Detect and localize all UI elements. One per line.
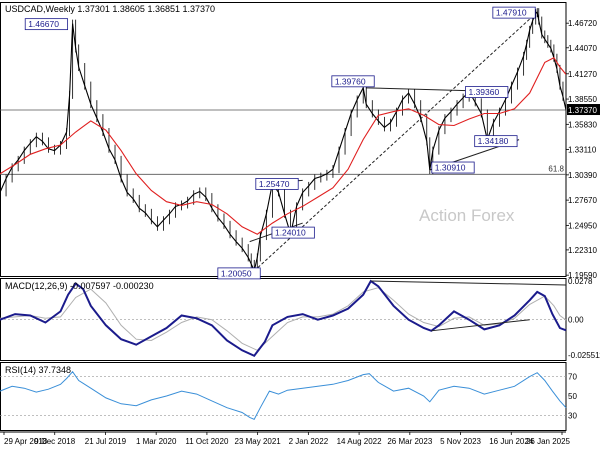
macd-signal-line (0, 287, 567, 351)
rsi-y-tick-label: 30 (568, 411, 577, 420)
swing-label-text: 1.39760 (335, 76, 366, 86)
swing-label-text: 1.24010 (275, 228, 306, 238)
x-tick-label: 16 Jun 2024 (489, 437, 534, 446)
macd-divergence-top-line (370, 280, 567, 286)
price-y-tick-label: 1.44070 (568, 44, 597, 53)
symbol-label: USDCAD,Weekly (5, 4, 75, 14)
rsi-y-tick-label: 50 (568, 392, 577, 401)
x-tick-label: 29 Apr 2018 (4, 437, 48, 446)
swing-label-box (255, 177, 299, 190)
x-tick-label: 21 Jul 2019 (85, 437, 127, 446)
x-tick-label: 26 Jan 2025 (526, 437, 571, 446)
long-term-dashed-trendline (253, 11, 538, 272)
x-tick-label: 11 Oct 2020 (185, 437, 229, 446)
price-y-tick-label: 1.30390 (568, 171, 597, 180)
x-tick-label: 14 Aug 2022 (337, 437, 382, 446)
swing-label-text: 1.46670 (28, 19, 59, 29)
ohlc-values: 1.37301 1.38605 1.36851 1.37370 (77, 4, 216, 14)
rsi-panel-title: RSI(14) 37.7348 (5, 365, 71, 375)
swing-label-box (271, 226, 315, 239)
price-y-tick-label: 1.38550 (568, 95, 597, 104)
swing-label-box (492, 6, 536, 19)
swing-label-text: 1.25470 (259, 179, 290, 189)
annotation-labels: 1.46670 1.47910 1.39760 1.39360 1.34180 1.309… (24, 6, 536, 280)
swing-label-box (431, 161, 475, 174)
last-price-tag-label: 1.37370 (568, 106, 597, 115)
rsi-frame (0, 362, 567, 431)
macd-panel (0, 279, 567, 358)
price-panel-title: USDCAD,Weekly 1.37301 1.38605 1.36851 1.… (5, 4, 215, 14)
price-y-tick-label: 1.27670 (568, 196, 597, 205)
price-y-tick-label: 1.24950 (568, 221, 597, 230)
macd-panel-title: MACD(12,26,9) -0.007597 -0.000230 (5, 281, 154, 291)
price-y-tick-label: 1.35830 (568, 120, 597, 129)
swing-label-box (474, 135, 518, 148)
macd-y-tick-label: 0.0278 (568, 277, 593, 286)
x-tick-label: 23 May 2021 (235, 437, 282, 446)
macd-divergence-bottom-line (431, 319, 530, 332)
rsi-y-tick-label: 70 (568, 373, 577, 382)
axis-labels: 1.46720 1.44070 1.41270 1.38550 1.35830 1.331… (3, 19, 600, 446)
fibonacci-level-label: 61.8 (548, 164, 564, 173)
swing-label-text: 1.34180 (478, 136, 509, 146)
price-frame (0, 2, 567, 277)
swing-label-text: 1.30910 (435, 163, 466, 173)
rsi-title: RSI(14) 37.7348 (5, 365, 72, 375)
rsi-line (0, 370, 567, 420)
watermark: Action Forex (419, 206, 515, 225)
macd-line (0, 279, 567, 358)
swing-label-box (217, 267, 261, 280)
swing-label-box (24, 18, 69, 31)
moving-average-line (0, 56, 567, 235)
x-tick-label: 2 Jan 2022 (289, 437, 329, 446)
macd-y-tick-label: 0.00 (568, 316, 584, 325)
swing-label-box (331, 75, 375, 88)
rsi-panel (0, 370, 567, 420)
price-y-tick-label: 1.41270 (568, 70, 597, 79)
macd-title: MACD(12,26,9) -0.007597 -0.000230 (5, 281, 154, 291)
swing-label-text: 1.47910 (496, 8, 527, 18)
price-y-tick-label: 1.46720 (568, 19, 597, 28)
x-tick-label: 5 Nov 2023 (440, 437, 481, 446)
x-tick-label: 9 Dec 2018 (34, 437, 75, 446)
swing-label-text: 1.20050 (221, 268, 252, 278)
price-y-tick-label: 1.22310 (568, 246, 597, 255)
price-y-tick-label: 1.33110 (568, 146, 597, 155)
swing-label-box (465, 86, 509, 98)
last-price-tag (567, 104, 600, 116)
x-tick-label: 26 Mar 2023 (387, 437, 432, 446)
macd-y-tick-label: -0.025511 (568, 351, 600, 360)
swing-label-text: 1.39360 (468, 87, 499, 97)
price-y-tick-label: 1.19590 (568, 271, 597, 280)
x-tick-label: 1 Mar 2020 (136, 437, 177, 446)
